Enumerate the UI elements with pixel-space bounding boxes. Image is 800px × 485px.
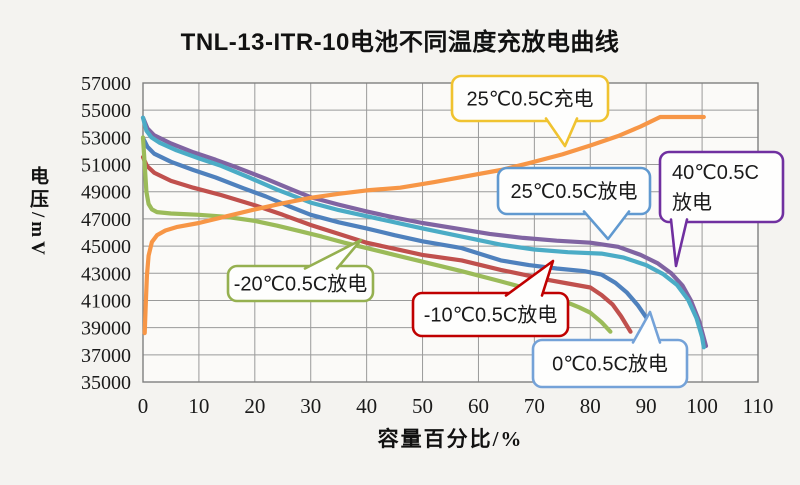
- x-tick-label: 100: [686, 394, 718, 418]
- x-tick-label: 0: [138, 394, 149, 418]
- callout-charge-25c: 25℃0.5C充电: [450, 74, 610, 148]
- callout-tail: [303, 238, 363, 270]
- y-tick-label: 53000: [81, 127, 131, 149]
- callout-discharge-25c: 25℃0.5C放电: [496, 166, 652, 241]
- chart-title: TNL-13-ITR-10电池不同温度充放电曲线: [180, 29, 620, 56]
- callout-box: [496, 166, 652, 216]
- x-tick-label: 30: [300, 394, 321, 418]
- callout-box: [450, 74, 610, 123]
- callout-box: [531, 338, 689, 389]
- x-tick-label: 20: [244, 394, 265, 418]
- callout-tail: [669, 218, 689, 268]
- y-tick-label: 51000: [81, 155, 131, 177]
- curve-discharge-minus10c: [140, 155, 633, 334]
- callout-discharge-minus10c: -10℃0.5C放电: [411, 259, 570, 338]
- x-tick-label: 50: [412, 394, 433, 418]
- callout-discharge-40c: 40℃0.5C 放电: [658, 150, 785, 268]
- y-tick-label: 57000: [81, 73, 131, 95]
- curve-discharge-0c: [140, 135, 656, 336]
- y-tick-label: 43000: [81, 263, 131, 285]
- callout-tail: [631, 310, 662, 344]
- curve-charge-25c: [142, 114, 706, 336]
- x-tick-label: 80: [580, 394, 601, 418]
- callout-discharge-minus20c: -20℃0.5C放电: [226, 238, 375, 303]
- callout-label: 0℃0.5C放电: [552, 353, 668, 376]
- callout-tail: [504, 259, 555, 297]
- x-tick-label: 110: [743, 394, 774, 418]
- y-tick-label: 47000: [81, 209, 131, 231]
- plot-border: [142, 82, 759, 383]
- y-tick-label: 45000: [81, 236, 131, 258]
- curve-discharge-40c: [140, 115, 709, 349]
- callout-box: [658, 150, 785, 224]
- callout-tail: [582, 210, 631, 241]
- x-tick-label: 70: [524, 394, 545, 418]
- x-tick-label: 60: [468, 394, 489, 418]
- x-axis-title: 容量百分比/%: [377, 427, 524, 451]
- y-tick-label: 49000: [81, 182, 131, 204]
- x-tick-label: 40: [356, 394, 377, 418]
- callout-label: 25℃0.5C充电: [467, 88, 594, 111]
- callout-box: [411, 291, 570, 338]
- y-tick-label: 55000: [81, 100, 131, 122]
- callout-box: [226, 264, 375, 303]
- x-tick-label: 10: [188, 394, 209, 418]
- callout-label: 放电: [672, 191, 712, 214]
- y-tick-label: 41000: [81, 290, 131, 312]
- callout-tail: [544, 117, 579, 148]
- callout-discharge-0c: 0℃0.5C放电: [531, 310, 689, 389]
- curve-discharge-25c: [140, 115, 706, 350]
- y-axis-title: 电压/mV: [27, 166, 48, 259]
- callout-label: -10℃0.5C放电: [424, 304, 558, 327]
- y-tick-label: 35000: [81, 372, 131, 394]
- callout-label: 40℃0.5C: [672, 162, 759, 184]
- y-tick-label: 37000: [81, 345, 131, 367]
- callout-label: -20℃0.5C放电: [234, 273, 368, 296]
- x-tick-label: 90: [636, 394, 657, 418]
- callout-label: 25℃0.5C放电: [511, 180, 638, 203]
- y-tick-label: 39000: [81, 318, 131, 340]
